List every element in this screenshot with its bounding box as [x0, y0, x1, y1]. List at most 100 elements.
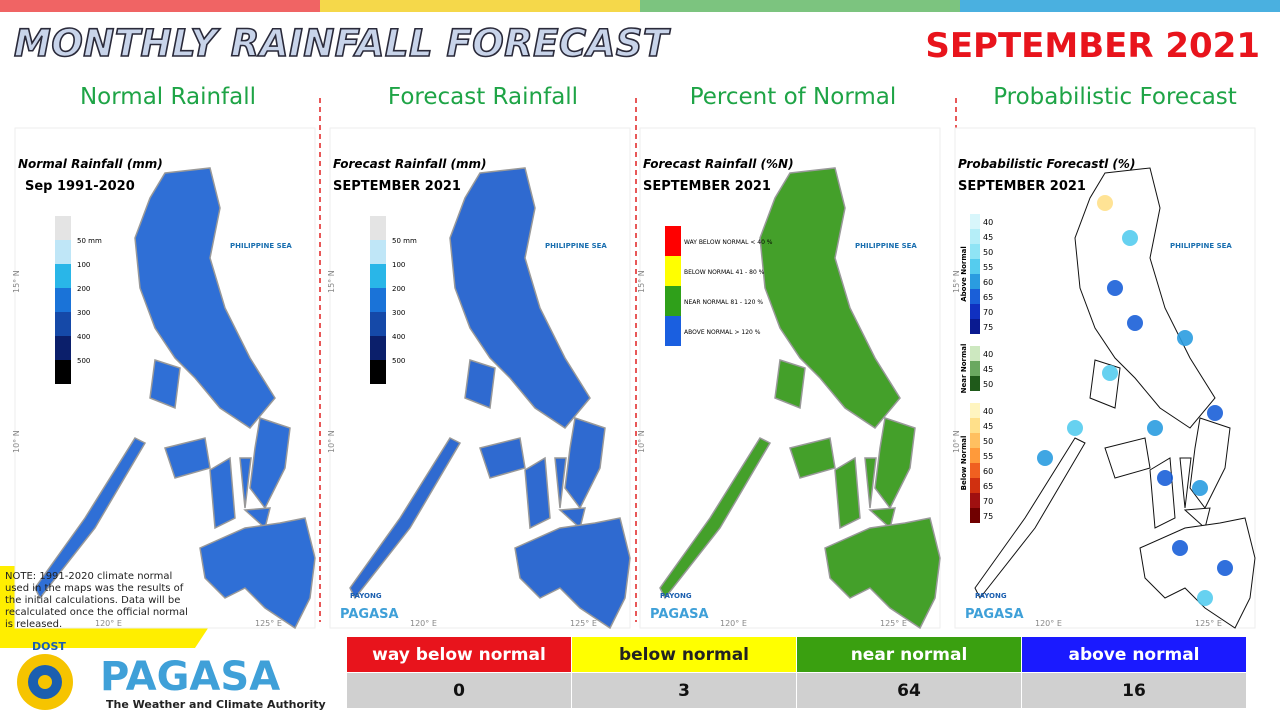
- legend-label: 65: [983, 482, 993, 491]
- prob-dot: [1217, 560, 1233, 576]
- legend-swatch: [370, 216, 386, 240]
- panel-title: Normal Rainfall: [79, 84, 257, 110]
- legend-label: 55: [983, 452, 993, 461]
- legend-swatch: [665, 316, 681, 346]
- map: PHILIPPINE SEA 15° N 10° N 120° E 125° E Prob…: [952, 127, 1256, 629]
- sea-label: PHILIPPINE SEA: [230, 242, 292, 250]
- legend-swatch: [970, 319, 980, 334]
- lat-label: 10° N: [952, 430, 961, 453]
- logo-tagline: The Weather and Climate Authority: [106, 698, 326, 711]
- legend-label: 40: [983, 218, 993, 227]
- legend-label: 70: [983, 497, 993, 506]
- legend-swatch: [370, 288, 386, 312]
- lat-label: 10° N: [12, 430, 21, 453]
- top-bar: [960, 0, 1280, 12]
- top-bar: [0, 0, 320, 12]
- legend-swatch: [970, 433, 980, 448]
- legend-swatch: [970, 463, 980, 478]
- legend-swatch: [665, 256, 681, 286]
- map: PHILIPPINE SEA 15° N 10° N 120° E 125° E Norm…: [12, 127, 316, 629]
- legend-label: 100: [77, 261, 90, 269]
- legend-swatch: [970, 508, 980, 523]
- lat-label: 10° N: [327, 430, 336, 453]
- map-subtitle: SEPTEMBER 2021: [643, 179, 771, 194]
- note-text: NOTE: 1991-2020 climate normal used in t…: [5, 571, 188, 630]
- legend-label: 40: [983, 350, 993, 359]
- table-header-cell: way below normal: [346, 636, 572, 673]
- sea-label: PHILIPPINE SEA: [855, 242, 917, 250]
- prob-dot: [1107, 280, 1123, 296]
- legend-label: 60: [983, 467, 993, 476]
- prob-dot: [1037, 450, 1053, 466]
- lon-label: 120° E: [410, 619, 437, 628]
- legend-swatch: [970, 361, 980, 376]
- prob-dot: [1097, 195, 1113, 211]
- map-title: Forecast Rainfall (%N): [643, 157, 794, 171]
- payong-name: PAGASA: [340, 607, 399, 622]
- map-title: Forecast Rainfall (mm): [333, 157, 487, 171]
- legend-label: 400: [392, 333, 405, 341]
- legend-swatch: [970, 229, 980, 244]
- legend-swatch: [970, 346, 980, 361]
- top-bar: [320, 0, 640, 12]
- lon-label: 125° E: [1195, 619, 1222, 628]
- panel-title: Percent of Normal: [689, 84, 897, 110]
- payong-label: PAYONG: [660, 592, 692, 600]
- prob-dot: [1127, 315, 1143, 331]
- note: NOTE: 1991-2020 climate normal used in t…: [0, 566, 222, 648]
- legend-label: 100: [392, 261, 405, 269]
- table-header-cell: above normal: [1021, 636, 1247, 673]
- legend-group-label: Below Normal: [960, 436, 968, 491]
- sea-label: PHILIPPINE SEA: [1170, 242, 1232, 250]
- table-cell: 16: [1021, 672, 1247, 709]
- legend-swatch: [970, 304, 980, 319]
- legend-swatch: [970, 289, 980, 304]
- legend-label: 500: [392, 357, 405, 365]
- lat-label: 15° N: [12, 270, 21, 293]
- legend-label: 45: [983, 233, 993, 242]
- map-subtitle: Sep 1991-2020: [25, 179, 135, 194]
- legend-swatch: [55, 336, 71, 360]
- top-bar: [640, 0, 960, 12]
- legend-label: ABOVE NORMAL > 120 %: [684, 329, 761, 336]
- legend-label: 50 mm: [77, 237, 102, 245]
- legend-label: 200: [77, 285, 90, 293]
- prob-dot: [1147, 420, 1163, 436]
- prob-dot: [1102, 365, 1118, 381]
- map: PHILIPPINE SEA 15° N 10° N 120° E 125° E Fore…: [327, 127, 631, 629]
- legend-swatch: [55, 360, 71, 384]
- legend-label: 50: [983, 380, 993, 389]
- legend-label: 50: [983, 437, 993, 446]
- lat-label: 15° N: [952, 270, 961, 293]
- legend-label: NEAR NORMAL 81 - 120 %: [684, 299, 763, 306]
- legend-label: 60: [983, 278, 993, 287]
- legend-label: BELOW NORMAL 41 - 80 %: [684, 269, 765, 276]
- legend-swatch: [55, 216, 71, 240]
- legend-swatch: [665, 226, 681, 256]
- prob-dot: [1172, 540, 1188, 556]
- legend-group-label: Near Normal: [960, 344, 968, 394]
- legend-label: 70: [983, 308, 993, 317]
- pagasa-emblem: [17, 654, 73, 710]
- lon-label: 120° E: [95, 619, 122, 628]
- lon-label: 125° E: [880, 619, 907, 628]
- map-subtitle: SEPTEMBER 2021: [333, 179, 461, 194]
- legend-label: 45: [983, 365, 993, 374]
- table-header-cell: below normal: [571, 636, 797, 673]
- category-table: way below normal below normal near normal a…: [346, 636, 1247, 709]
- lon-label: 120° E: [720, 619, 747, 628]
- map: PHILIPPINE SEA 15° N 10° N 120° E 125° E Fore…: [637, 127, 941, 629]
- legend-label: 50 mm: [392, 237, 417, 245]
- payong-label: PAYONG: [975, 592, 1007, 600]
- table-cell: 3: [571, 672, 797, 709]
- payong-name: PAGASA: [965, 607, 1024, 622]
- table-cell: 64: [796, 672, 1022, 709]
- prob-dot: [1177, 330, 1193, 346]
- prob-dot: [1197, 590, 1213, 606]
- legend-swatch: [665, 286, 681, 316]
- lon-label: 125° E: [570, 619, 597, 628]
- prob-dot: [1157, 470, 1173, 486]
- legend-label: 75: [983, 323, 993, 332]
